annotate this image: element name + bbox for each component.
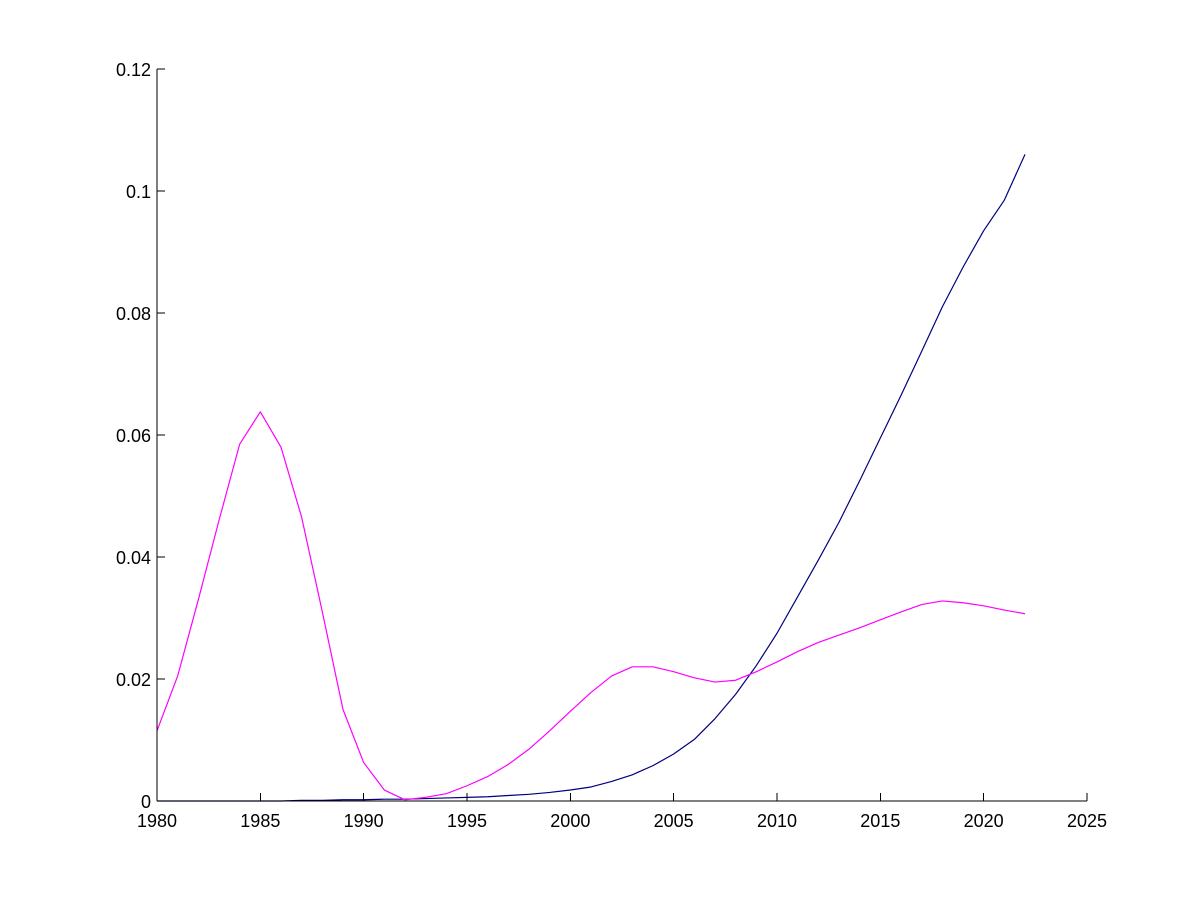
y-tick-label: 0.1 bbox=[126, 182, 151, 202]
ticks-layer: 1980 1985 1990 1995 2000 2005 2010 2015 2020 2025… bbox=[116, 60, 1107, 831]
x-tick-label: 2020 bbox=[964, 811, 1004, 831]
x-tick-label: 2000 bbox=[550, 811, 590, 831]
series-layer bbox=[156, 154, 1026, 802]
series-line-1 bbox=[157, 154, 1026, 802]
axes-layer bbox=[156, 69, 1087, 802]
y-tick-label: 0.02 bbox=[116, 670, 151, 690]
x-tick-label: 2025 bbox=[1067, 811, 1107, 831]
x-tick-label: 1985 bbox=[240, 811, 280, 831]
series-line-2 bbox=[156, 411, 1026, 801]
y-tick-label: 0.04 bbox=[116, 548, 151, 568]
y-tick-label: 0 bbox=[141, 792, 151, 812]
x-tick-label: 2010 bbox=[757, 811, 797, 831]
x-tick-label: 2015 bbox=[860, 811, 900, 831]
x-tick-label: 2005 bbox=[654, 811, 694, 831]
y-tick-label: 0.06 bbox=[116, 426, 151, 446]
x-tick-label: 1980 bbox=[137, 811, 177, 831]
x-tick-label: 1990 bbox=[344, 811, 384, 831]
x-tick-label: 1995 bbox=[447, 811, 487, 831]
y-tick-label: 0.08 bbox=[116, 304, 151, 324]
y-tick-label: 0.12 bbox=[116, 60, 151, 80]
